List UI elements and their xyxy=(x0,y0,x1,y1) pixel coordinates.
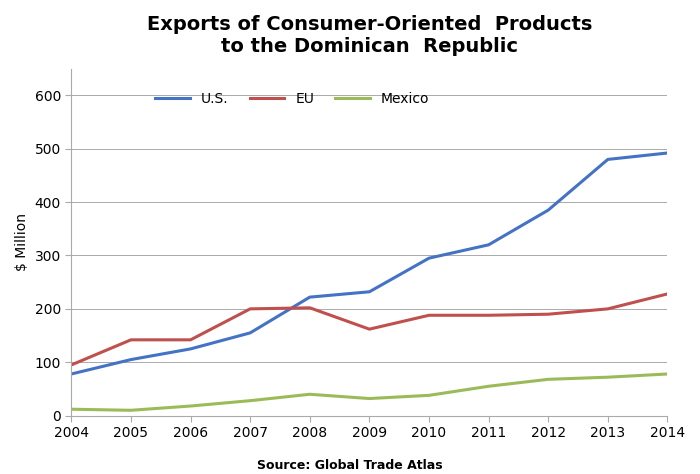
Mexico xyxy=(663,371,671,377)
Mexico xyxy=(484,383,493,389)
Mexico xyxy=(127,408,135,413)
EU xyxy=(127,337,135,343)
Y-axis label: $ Million: $ Million xyxy=(15,213,29,271)
Legend: U.S., EU, Mexico: U.S., EU, Mexico xyxy=(150,86,435,111)
EU xyxy=(544,311,552,317)
U.S. xyxy=(186,346,195,352)
Line: EU: EU xyxy=(71,294,667,365)
EU xyxy=(186,337,195,343)
Mexico xyxy=(425,392,433,398)
U.S. xyxy=(425,255,433,261)
U.S. xyxy=(246,330,254,336)
U.S. xyxy=(663,150,671,156)
Text: Source: Global Trade Atlas: Source: Global Trade Atlas xyxy=(257,459,443,472)
EU xyxy=(603,306,612,312)
Mexico xyxy=(544,376,552,382)
U.S. xyxy=(544,207,552,213)
EU xyxy=(663,291,671,297)
U.S. xyxy=(127,357,135,363)
Line: U.S.: U.S. xyxy=(71,153,667,374)
EU xyxy=(246,306,254,312)
U.S. xyxy=(67,371,76,377)
Mexico xyxy=(306,392,314,397)
Mexico xyxy=(603,374,612,380)
Mexico xyxy=(365,396,374,401)
Line: Mexico: Mexico xyxy=(71,374,667,410)
Mexico xyxy=(67,406,76,412)
U.S. xyxy=(306,294,314,300)
EU xyxy=(306,305,314,310)
EU xyxy=(67,362,76,368)
Mexico xyxy=(246,398,254,403)
U.S. xyxy=(603,156,612,162)
U.S. xyxy=(484,242,493,247)
U.S. xyxy=(365,289,374,295)
EU xyxy=(484,312,493,318)
Mexico xyxy=(186,403,195,409)
EU xyxy=(365,326,374,332)
EU xyxy=(425,312,433,318)
Title: Exports of Consumer-Oriented  Products
to the Dominican  Republic: Exports of Consumer-Oriented Products to… xyxy=(147,15,592,56)
